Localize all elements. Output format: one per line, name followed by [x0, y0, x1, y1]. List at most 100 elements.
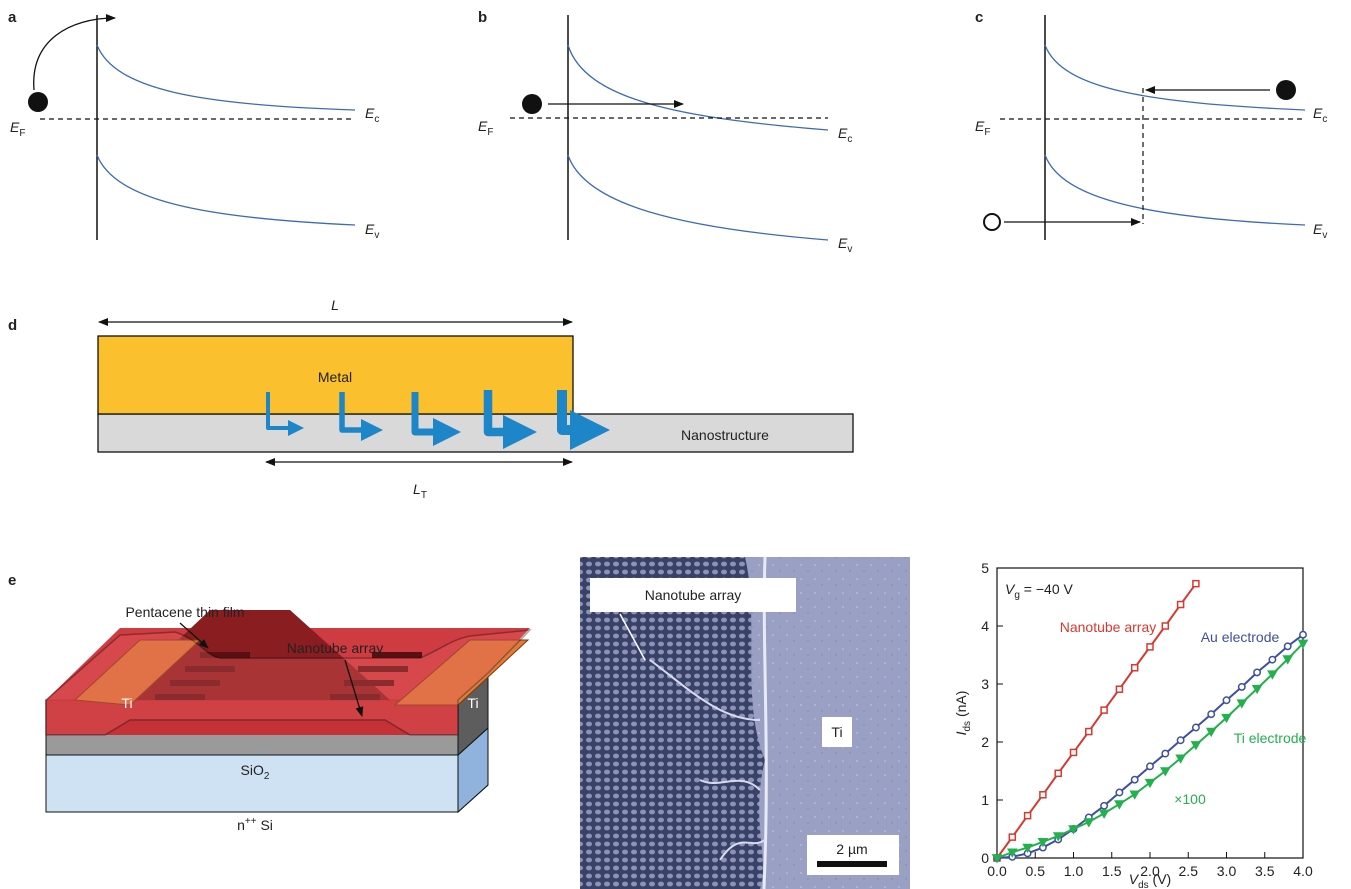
x-tick-label: 0.5 — [1026, 863, 1046, 879]
x-tick-label: 3.0 — [1217, 863, 1237, 879]
x-tick-label: 1.0 — [1064, 863, 1084, 879]
series-line — [997, 635, 1303, 858]
y-tick-label: 4 — [981, 618, 989, 634]
y-tick-label: 2 — [981, 734, 989, 750]
transfer-length-label: LT — [413, 481, 427, 501]
ec-label: Ec — [1313, 105, 1327, 125]
marker — [1147, 644, 1153, 650]
marker — [1009, 834, 1015, 840]
legend-label: Ti electrode — [1234, 730, 1307, 746]
hole — [984, 214, 1000, 230]
legend-label: Nanotube array — [1060, 619, 1157, 635]
page: a EF Ec Ev b EF Ec Ev c EF Ec Ev d L Met… — [0, 0, 1351, 889]
x-tick-label: 4.0 — [1293, 863, 1313, 879]
marker — [1040, 792, 1046, 798]
ev-label: Ev — [1313, 221, 1327, 241]
scale-bar — [817, 861, 887, 867]
marker — [1285, 643, 1291, 649]
marker — [1132, 665, 1138, 671]
conduction-band — [97, 45, 355, 110]
marker — [1178, 602, 1184, 608]
marker — [1162, 750, 1168, 756]
marker — [1223, 697, 1229, 703]
marker — [1100, 810, 1108, 817]
conduction-band — [1045, 45, 1305, 110]
conduction-band — [568, 45, 828, 130]
marker — [1116, 686, 1122, 692]
array-label: Nanotube array — [287, 640, 384, 656]
ec-label: Ec — [838, 125, 852, 145]
length-label: L — [331, 297, 339, 313]
film-label: Pentacene thin film — [125, 604, 244, 620]
valence-band — [97, 155, 355, 225]
panel-label: b — [478, 9, 487, 26]
plot-frame — [997, 568, 1303, 858]
marker — [1116, 789, 1122, 795]
marker — [1147, 763, 1153, 769]
panel-c: c EF Ec Ev — [975, 9, 1327, 241]
panel-label: a — [8, 9, 17, 26]
marker — [1101, 707, 1107, 713]
ti-label: Ti — [467, 695, 478, 711]
y-tick-label: 3 — [981, 676, 989, 692]
panel-e-device: e Pentacene thin film Nanotube array Ti … — [8, 572, 530, 833]
marker — [1025, 813, 1031, 819]
sem-image: Nanotube array Ti 2 µm — [580, 557, 910, 889]
panel-label: e — [8, 572, 16, 589]
fermi-label: EF — [10, 119, 25, 139]
marker — [1055, 770, 1061, 776]
marker — [1132, 777, 1138, 783]
x-tick-label: 0.0 — [987, 863, 1007, 879]
y-axis-label: Ids (nA) — [953, 691, 973, 736]
electron — [1276, 80, 1296, 100]
marker — [1208, 711, 1214, 717]
marker — [1162, 623, 1168, 629]
marker — [1239, 684, 1245, 690]
marker — [1101, 803, 1107, 809]
ti-label: Ti — [831, 724, 842, 740]
marker — [1300, 632, 1306, 638]
y-tick-label: 1 — [981, 792, 989, 808]
marker — [1177, 737, 1183, 743]
ec-label: Ec — [365, 105, 379, 125]
electron — [28, 92, 48, 112]
marker — [1024, 845, 1032, 852]
emission-arrow — [34, 18, 115, 90]
marker — [1115, 801, 1123, 808]
x-tick-label: 2.5 — [1179, 863, 1199, 879]
marker — [1085, 819, 1093, 826]
electron — [522, 94, 542, 114]
x-tick-label: 2.0 — [1140, 863, 1160, 879]
annotation: ×100 — [1174, 791, 1206, 807]
figure: a EF Ec Ev b EF Ec Ev c EF Ec Ev d L Met… — [0, 0, 1351, 889]
marker — [1039, 839, 1047, 846]
y-tick-label: 5 — [981, 560, 989, 576]
marker — [1269, 656, 1275, 662]
array-label: Nanotube array — [645, 587, 742, 603]
panel-label: d — [8, 317, 17, 334]
metal-label: Metal — [318, 369, 352, 385]
panel-b: b EF Ec Ev — [478, 9, 852, 255]
marker — [1254, 669, 1260, 675]
marker — [1193, 581, 1199, 587]
x-tick-label: 3.5 — [1255, 863, 1275, 879]
legend-label: Au electrode — [1201, 629, 1280, 645]
valence-band — [568, 155, 828, 240]
nanostructure-label: Nanostructure — [681, 427, 769, 443]
scale-label: 2 µm — [836, 841, 867, 857]
y-tick-label: 0 — [981, 850, 989, 866]
panel-a: a EF Ec Ev — [8, 9, 379, 241]
panel-d: d L Metal Nanostructure LT — [8, 297, 853, 501]
ev-label: Ev — [365, 221, 379, 241]
valence-band — [1045, 155, 1305, 225]
marker — [1071, 749, 1077, 755]
x-tick-label: 1.5 — [1102, 863, 1122, 879]
ti-label: Ti — [121, 695, 132, 711]
ev-label: Ev — [838, 235, 852, 255]
fermi-label: EF — [975, 118, 990, 138]
panel-label: c — [975, 9, 983, 26]
marker — [1086, 729, 1092, 735]
marker — [1193, 724, 1199, 730]
substrate-label: n++ Si — [237, 816, 273, 833]
